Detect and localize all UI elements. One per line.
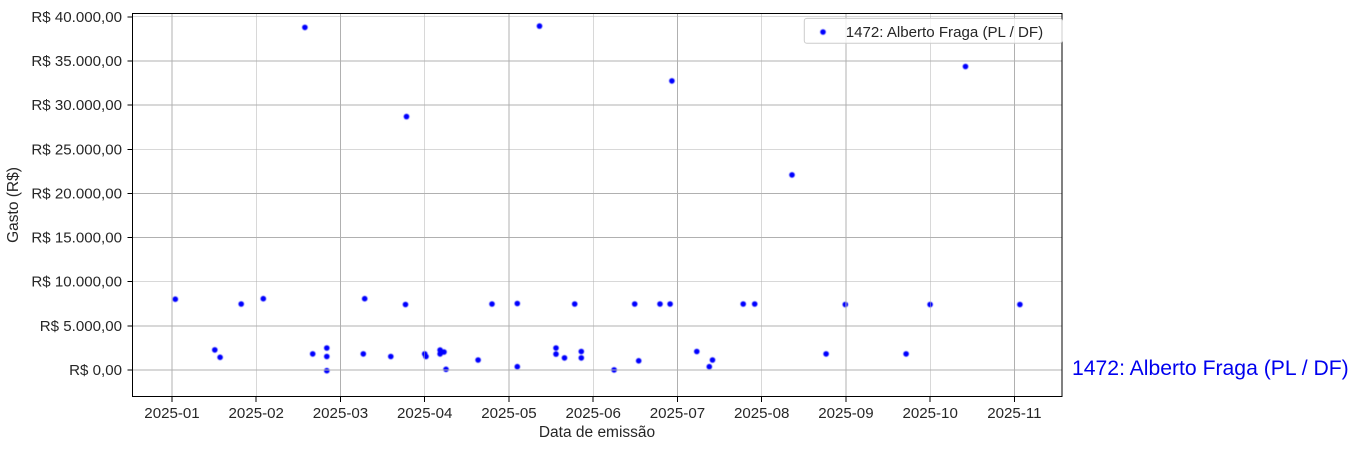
svg-text:R$ 35.000,00: R$ 35.000,00: [31, 53, 122, 70]
svg-text:R$ 10.000,00: R$ 10.000,00: [31, 274, 122, 291]
svg-text:2025-04: 2025-04: [397, 405, 452, 422]
svg-text:2025-11: 2025-11: [987, 405, 1041, 422]
svg-text:2025-10: 2025-10: [902, 405, 957, 422]
svg-text:2025-05: 2025-05: [481, 405, 536, 422]
svg-text:R$ 20.000,00: R$ 20.000,00: [31, 185, 122, 202]
svg-text:2025-01: 2025-01: [144, 405, 199, 422]
svg-text:2025-09: 2025-09: [818, 405, 873, 422]
svg-text:2025-02: 2025-02: [229, 405, 284, 422]
svg-text:Data de emissão: Data de emissão: [539, 424, 655, 441]
svg-text:2025-07: 2025-07: [650, 405, 705, 422]
svg-text:R$ 40.000,00: R$ 40.000,00: [31, 9, 122, 26]
svg-text:R$ 25.000,00: R$ 25.000,00: [31, 141, 122, 158]
svg-text:R$ 30.000,00: R$ 30.000,00: [31, 97, 122, 114]
svg-text:2025-03: 2025-03: [313, 405, 368, 422]
svg-text:R$ 15.000,00: R$ 15.000,00: [31, 230, 122, 247]
svg-text:2025-08: 2025-08: [734, 405, 789, 422]
svg-text:R$ 5.000,00: R$ 5.000,00: [40, 318, 122, 335]
svg-text:Gasto (R$): Gasto (R$): [5, 167, 22, 243]
svg-text:R$ 0,00: R$ 0,00: [69, 362, 122, 379]
svg-text:2025-06: 2025-06: [565, 405, 620, 422]
svg-text:1472: Alberto Fraga (PL / DF): 1472: Alberto Fraga (PL / DF): [846, 24, 1043, 41]
